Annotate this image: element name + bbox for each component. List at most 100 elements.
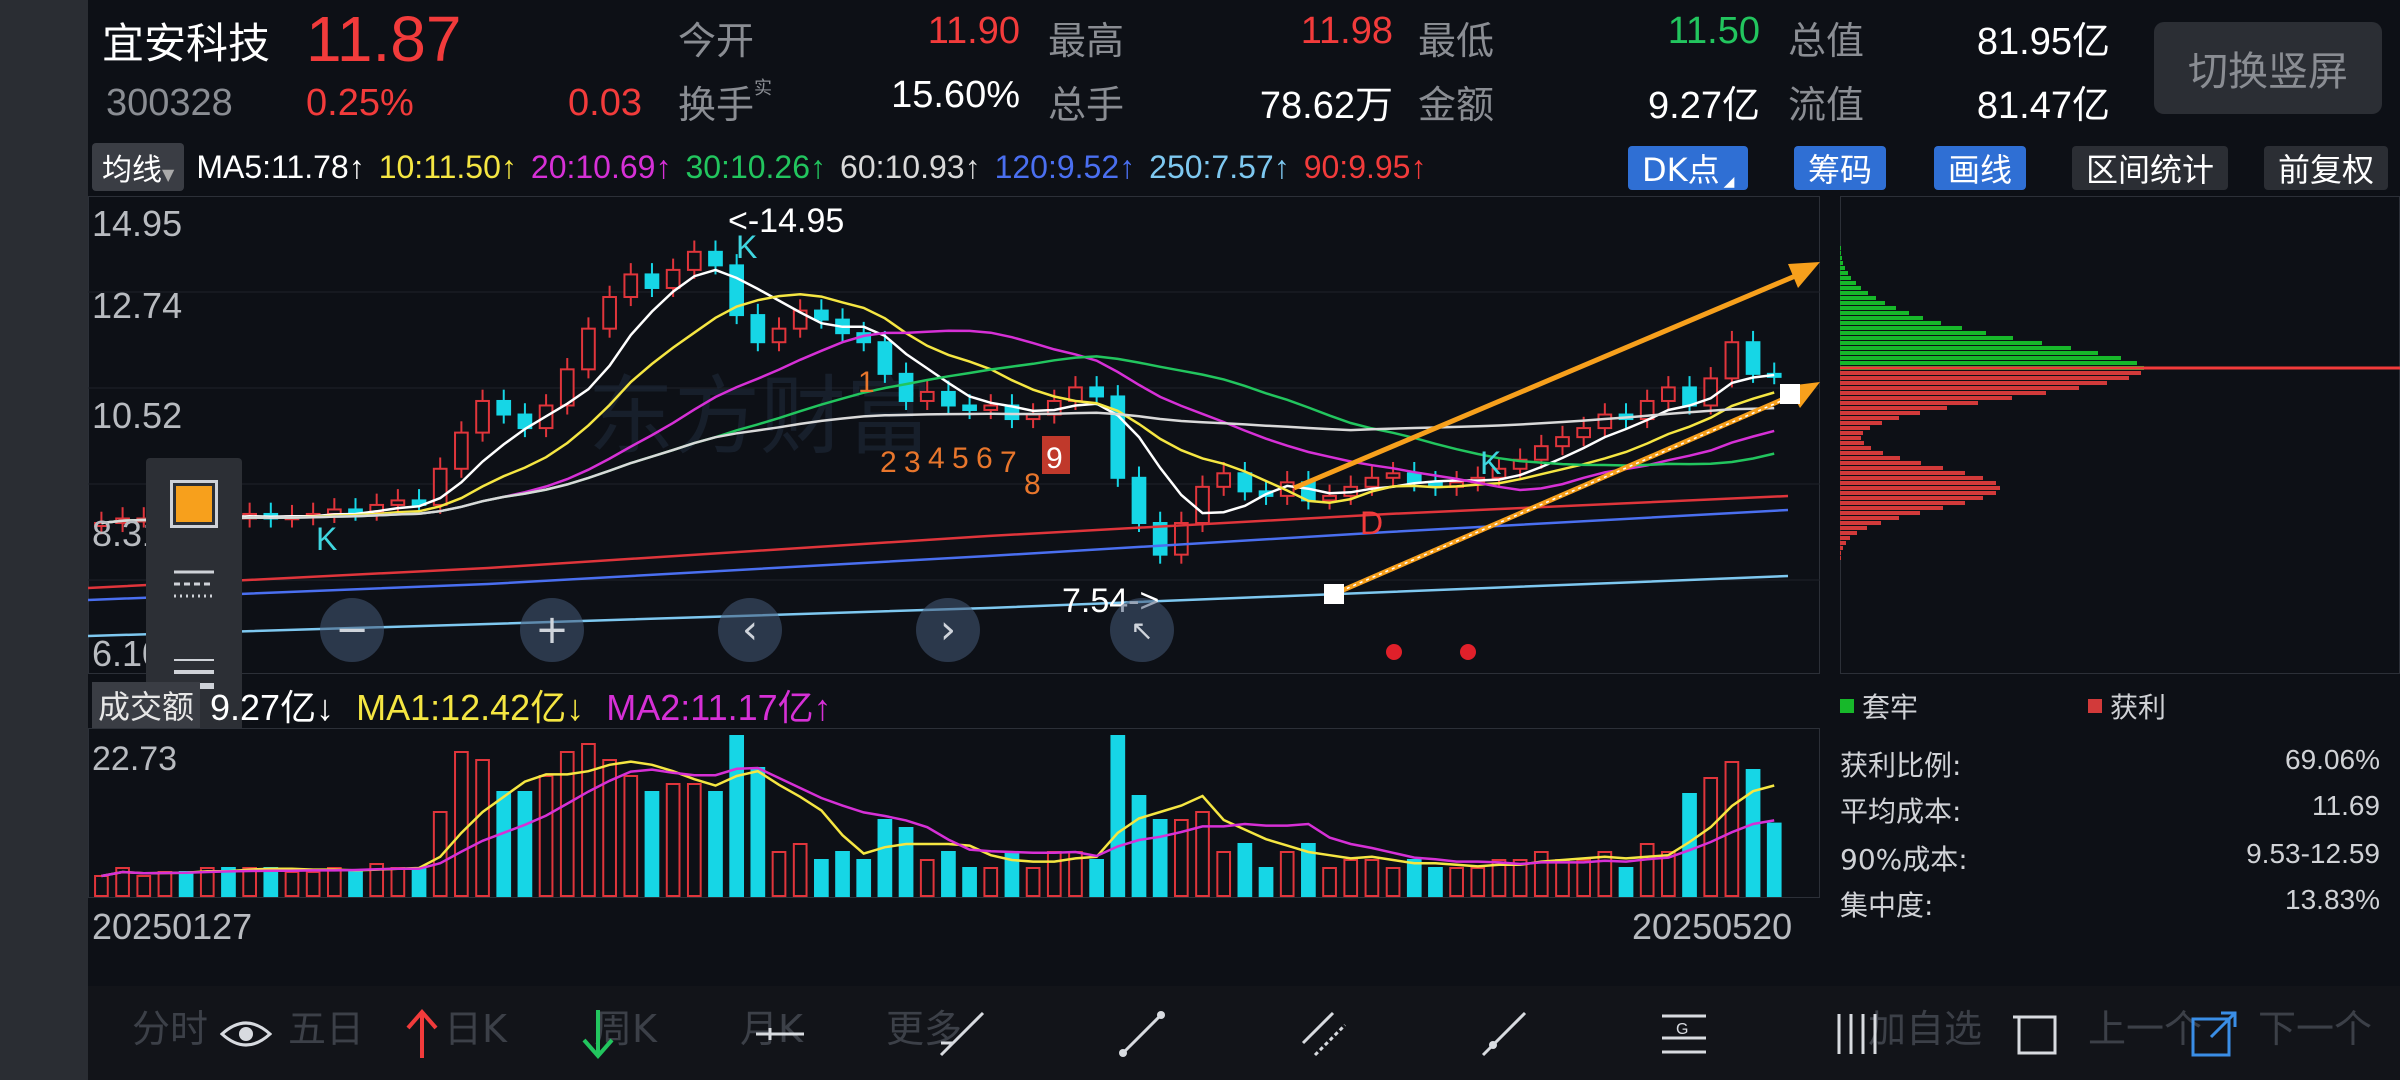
volume-bar (1406, 859, 1422, 897)
chip-bar (1840, 426, 1870, 430)
volume-axis-tick: 22.73 (92, 740, 177, 778)
candle (1385, 472, 1401, 479)
scroll-right-button[interactable]: › (916, 598, 980, 662)
segment-line-icon[interactable] (1112, 1004, 1172, 1064)
ma-line (88, 508, 1789, 602)
reset-arrow-icon: ↖ (1130, 613, 1154, 647)
volume-bar (898, 827, 914, 897)
bottom-toolbar: 分时 五日 日K 周K 月K 更多 加自选 上一个 下一个 G (88, 986, 2400, 1080)
color-picker-button[interactable] (166, 476, 222, 532)
chip-bar (1840, 466, 1943, 470)
volume-bar (771, 851, 787, 897)
volume-bar (538, 775, 554, 897)
volume-chart[interactable]: 22.73 (88, 728, 1820, 898)
stat-profit-ratio: 获利比例: 69.06% (1840, 744, 2380, 782)
change-amount: 0.03 (568, 82, 642, 124)
chip-bar (1840, 411, 1920, 415)
candle (1322, 494, 1337, 502)
trend-anchor-handle[interactable] (1324, 584, 1344, 604)
volume-bar (1703, 777, 1719, 897)
volume-bar (941, 851, 956, 897)
trend-line-upper[interactable] (1293, 271, 1801, 491)
tab-intraday[interactable]: 分时 (132, 1007, 209, 1051)
left-edge-strip (0, 0, 88, 1080)
candle (1555, 436, 1570, 448)
volume-bar (1216, 851, 1232, 897)
chip-bar (1840, 556, 1841, 560)
trend-arrow-head (1788, 262, 1820, 288)
ray-line-icon[interactable] (932, 1004, 992, 1064)
vertical-lines-icon[interactable] (1828, 1004, 1888, 1064)
volume-bar (750, 767, 766, 897)
tab-weekly-k[interactable]: 周K (594, 1007, 657, 1051)
chip-bar (1840, 496, 1983, 500)
interval-stats-button[interactable]: 区间统计 (2072, 146, 2229, 190)
extend-line-icon[interactable] (1474, 1004, 1534, 1064)
trend-anchor-handle[interactable] (1780, 384, 1800, 404)
volume-ma2: MA2:11.17亿↑ (606, 687, 832, 728)
chip-bar (1840, 431, 1863, 435)
chip-bar (1840, 501, 1965, 505)
draw-line-button[interactable]: 画线 (1934, 146, 2027, 190)
volume-bar (877, 819, 893, 897)
volume-bar (1576, 859, 1592, 897)
volume-bar (411, 867, 427, 897)
horizontal-line-icon[interactable] (750, 1004, 810, 1064)
volume-bar (1110, 735, 1126, 897)
candle (814, 309, 829, 321)
fibonacci-icon[interactable]: G (1654, 1004, 1714, 1064)
ma-indicator-bar: 均线▼ MA5:11.78↑ 10:11.50↑ 20:10.69↑ 30:10… (88, 142, 2400, 192)
volume-bar (792, 843, 808, 897)
volume-bar (305, 871, 321, 897)
channel-line-icon[interactable] (1294, 1004, 1354, 1064)
candle (1533, 445, 1549, 461)
reset-view-button[interactable]: ↖ (1110, 598, 1174, 662)
chip-bar (1840, 396, 2012, 400)
volume-value: 9.27亿↓ (210, 687, 335, 728)
previous-stock-button[interactable]: 上一个 (2088, 1007, 2203, 1051)
volume-bar (517, 791, 533, 897)
forward-adjust-button[interactable]: 前复权 (2264, 146, 2389, 190)
volume-bar (1745, 769, 1761, 897)
chip-bar (1840, 321, 1941, 325)
chip-bar (1840, 506, 1943, 510)
tab-five-day[interactable]: 五日 (288, 1007, 365, 1051)
add-watchlist-button[interactable]: 加自选 (1868, 1007, 1983, 1051)
chip-bar (1840, 276, 1851, 280)
rectangle-icon[interactable] (2006, 1004, 2066, 1064)
eye-icon[interactable] (216, 1004, 276, 1064)
dk-point-button[interactable]: DK点 ◢ (1628, 146, 1749, 190)
ma10-value: 10:11.50↑ (378, 148, 517, 185)
candle (1597, 413, 1613, 430)
arrow-down-icon[interactable] (568, 1004, 628, 1064)
volume-bar (1449, 867, 1464, 897)
candle (581, 327, 596, 371)
ma-type-selector[interactable]: 均线▼ (92, 143, 185, 191)
chips-button[interactable]: 筹码 (1794, 146, 1887, 190)
ma90-value: 90:9.95↑ (1303, 148, 1427, 185)
scroll-left-button[interactable]: ‹ (718, 598, 782, 662)
nine-turn-count: 6 (976, 442, 993, 475)
zoom-out-button[interactable]: − (320, 598, 384, 662)
volume-bar (814, 859, 829, 897)
share-export-icon[interactable] (2184, 1004, 2244, 1064)
trend-line-guide (1333, 397, 1789, 595)
volume-bar (623, 775, 639, 897)
volume-bar (178, 871, 194, 897)
tab-daily-k[interactable]: 日K (444, 1007, 507, 1051)
nine-turn-count: 3 (904, 446, 921, 479)
arrow-up-icon[interactable] (392, 1004, 452, 1064)
line-style-button[interactable] (166, 558, 222, 614)
next-stock-button[interactable]: 下一个 (2258, 1007, 2373, 1051)
zoom-in-button[interactable]: + (520, 598, 584, 662)
candle (1195, 485, 1210, 525)
candle (877, 341, 893, 375)
kline-chart[interactable]: 东方财富 14.95 12.74 10.52 8.31 6.10 <-14.95… (88, 196, 1820, 674)
volume-indicator-label[interactable]: 成交额 (92, 682, 201, 728)
volume-ma-line (101, 766, 1775, 878)
legend-swatch (1840, 699, 1854, 713)
volume-bar (1533, 851, 1549, 897)
switch-portrait-button[interactable]: 切换竖屏 (2154, 22, 2382, 114)
nine-turn-count: 4 (928, 442, 945, 475)
candle (348, 508, 363, 514)
